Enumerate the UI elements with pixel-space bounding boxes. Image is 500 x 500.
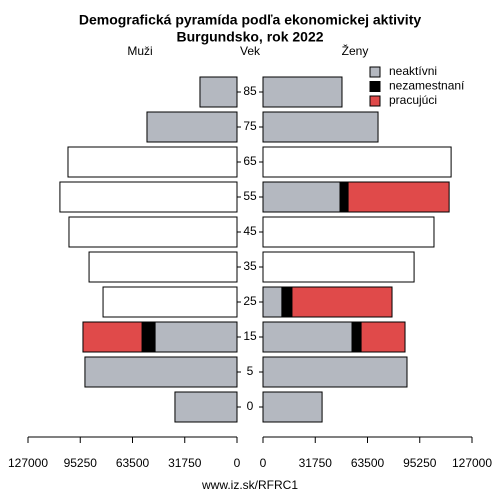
bar (262, 216, 435, 248)
age-label: 55 (243, 189, 257, 203)
x-tick-label: 95250 (64, 456, 98, 470)
bar (67, 146, 238, 178)
bar (262, 356, 408, 388)
bar (154, 321, 238, 353)
age-label: 0 (247, 399, 254, 413)
bar (174, 391, 238, 423)
bar (262, 391, 323, 423)
bar (262, 321, 353, 353)
bar (360, 321, 406, 353)
legend-label: neaktívni (389, 64, 437, 78)
bar (262, 76, 343, 108)
legend-label: pracujúci (389, 93, 437, 107)
bar (262, 146, 452, 178)
bar (262, 181, 341, 213)
age-label: 35 (243, 259, 257, 273)
x-tick-label: 63500 (351, 456, 385, 470)
x-tick-label: 31750 (168, 456, 202, 470)
bar (262, 251, 415, 283)
age-label: 85 (243, 84, 257, 98)
x-tick-label: 0 (234, 456, 241, 470)
bar (88, 251, 238, 283)
right-label: Ženy (342, 43, 369, 58)
bar (262, 111, 379, 143)
age-label: 65 (243, 154, 257, 168)
x-tick-label: 127000 (452, 456, 492, 470)
bar (68, 216, 238, 248)
age-label: 45 (243, 224, 257, 238)
bar (351, 321, 362, 353)
center-label: Vek (240, 44, 261, 58)
age-label: 75 (243, 119, 257, 133)
age-label: 5 (247, 364, 254, 378)
bar (347, 181, 450, 213)
legend-swatch (369, 66, 381, 78)
legend-swatch (369, 95, 381, 107)
bar (146, 111, 238, 143)
bar (281, 286, 293, 318)
bar (199, 76, 238, 108)
bar (84, 356, 238, 388)
bar (102, 286, 238, 318)
x-tick-label: 127000 (8, 456, 48, 470)
age-label: 25 (243, 294, 257, 308)
left-label: Muži (127, 44, 152, 58)
age-label: 15 (243, 329, 257, 343)
bar (82, 321, 143, 353)
bar (291, 286, 393, 318)
bar (262, 286, 283, 318)
bar (59, 181, 238, 213)
footer: www.iz.sk/RFRC1 (201, 478, 298, 492)
x-tick-label: 0 (260, 456, 267, 470)
legend-swatch (369, 81, 381, 92)
legend-label: nezamestnaní (389, 79, 465, 93)
x-tick-label: 95250 (403, 456, 437, 470)
x-tick-label: 31750 (299, 456, 333, 470)
chart-subtitle: Burgundsko, rok 2022 (176, 29, 323, 45)
x-tick-label: 63500 (116, 456, 150, 470)
bar (141, 321, 156, 353)
bar (339, 181, 349, 213)
chart-title: Demografická pyramída podľa ekonomickej … (79, 12, 422, 28)
